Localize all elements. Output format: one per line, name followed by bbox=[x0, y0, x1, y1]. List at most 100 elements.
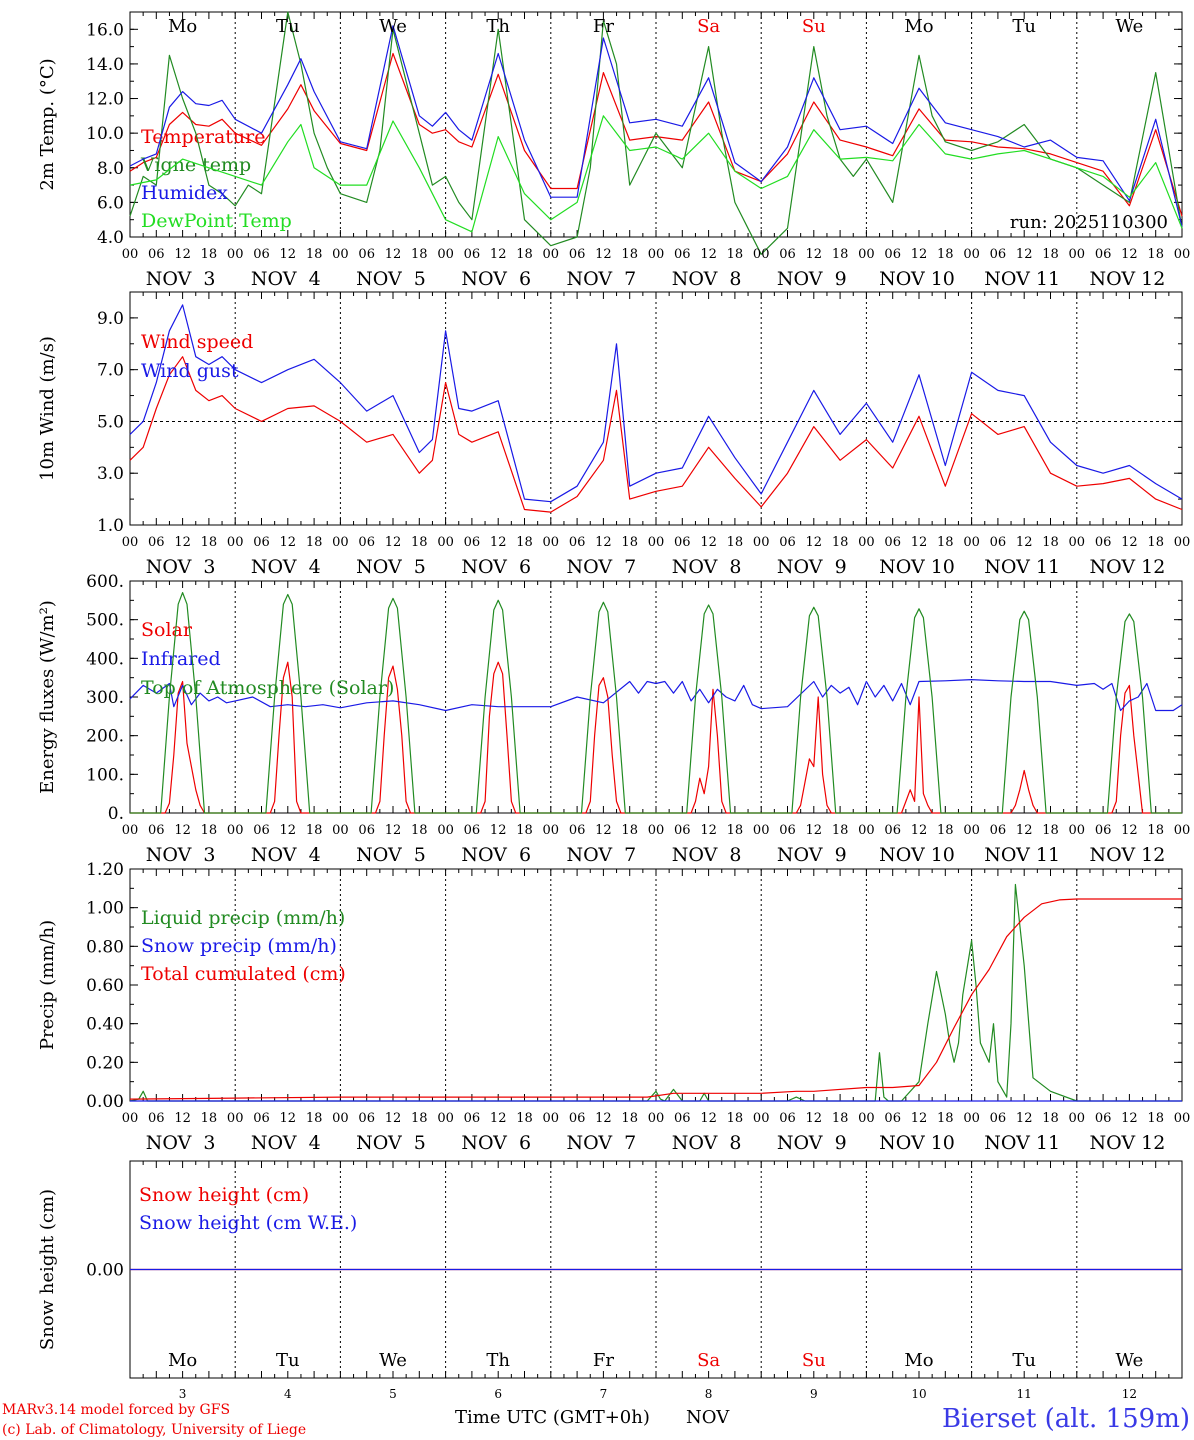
precip-y-tick-label: 0.80 bbox=[86, 937, 124, 957]
energy-hour-label: 00 bbox=[1174, 823, 1191, 838]
precip-hour-label: 00 bbox=[332, 1111, 349, 1126]
energy-hour-label: 12 bbox=[911, 823, 928, 838]
wind-hour-label: 06 bbox=[990, 535, 1007, 550]
temp-date-label: NOV 8 bbox=[672, 268, 742, 290]
precip-y-tick-label: 0.20 bbox=[86, 1053, 124, 1073]
energy-y-tick-label: 500. bbox=[86, 611, 124, 631]
temp-hour-label: 06 bbox=[884, 247, 901, 262]
energy-date-label: NOV 12 bbox=[1089, 844, 1165, 866]
energy-hour-label: 06 bbox=[464, 823, 481, 838]
precip-date-label: NOV 6 bbox=[461, 1132, 531, 1154]
precip-date-label: NOV 8 bbox=[672, 1132, 742, 1154]
temp-date-label: NOV 9 bbox=[777, 268, 847, 290]
precip-hour-label: 12 bbox=[806, 1111, 823, 1126]
wind-date-label: NOV 9 bbox=[777, 556, 847, 578]
wind-date-label: NOV 3 bbox=[146, 556, 216, 578]
energy-panel: 0. 100. 200. 300. 400. 500. 600. Energy fluxes … bbox=[37, 572, 1190, 866]
energy-y-tick-label: 600. bbox=[86, 572, 124, 592]
wind-date-label: NOV 11 bbox=[984, 556, 1060, 578]
wind-hour-label: 00 bbox=[332, 535, 349, 550]
precip-y-tick-label: 0.00 bbox=[86, 1092, 124, 1112]
temp-hour-label: 06 bbox=[1095, 247, 1112, 262]
wind-hour-label: 06 bbox=[569, 535, 586, 550]
wind-hour-label: 18 bbox=[621, 535, 638, 550]
precip-hour-label: 18 bbox=[621, 1111, 638, 1126]
energy-hour-label: 12 bbox=[1121, 823, 1138, 838]
temp-hour-label: 18 bbox=[727, 247, 744, 262]
energy-y-tick-label: 100. bbox=[86, 765, 124, 785]
temp-hour-label: 06 bbox=[779, 247, 796, 262]
energy-hour-label: 00 bbox=[963, 823, 980, 838]
temp-date-label: NOV 4 bbox=[251, 268, 321, 290]
temp-hour-label: 00 bbox=[543, 247, 560, 262]
precip-y-tick-label: 1.00 bbox=[86, 899, 124, 919]
temp-hour-label: 00 bbox=[437, 247, 454, 262]
temp-hour-label: 00 bbox=[753, 247, 770, 262]
energy-legend-entry: Top of Atmosphere (Solar) bbox=[141, 677, 394, 699]
wind-hour-label: 00 bbox=[122, 535, 139, 550]
footer-credit-text: (c) Lab. of Climatology, University of L… bbox=[2, 1422, 306, 1438]
precip-hour-label: 12 bbox=[700, 1111, 717, 1126]
energy-hour-label: 12 bbox=[700, 823, 717, 838]
energy-hour-label: 00 bbox=[122, 823, 139, 838]
energy-hour-label: 18 bbox=[516, 823, 533, 838]
day-number: 9 bbox=[810, 1387, 818, 1401]
temp-series-humidex bbox=[129, 25, 1183, 227]
day-name-top: Tu bbox=[1012, 16, 1036, 37]
temp-hour-label: 12 bbox=[280, 247, 297, 262]
precip-hour-label: 00 bbox=[227, 1111, 244, 1126]
temp-hour-label: 00 bbox=[858, 247, 875, 262]
wind-hour-label: 12 bbox=[385, 535, 402, 550]
energy-series-top-of-atmosphere-solar- bbox=[130, 591, 1182, 814]
wind-hour-label: 12 bbox=[700, 535, 717, 550]
day-name-top: Sa bbox=[697, 16, 720, 37]
energy-hour-label: 00 bbox=[753, 823, 770, 838]
wind-hour-label: 18 bbox=[201, 535, 218, 550]
temp-hour-label: 00 bbox=[1174, 247, 1191, 262]
wind-date-label: NOV 8 bbox=[672, 556, 742, 578]
run-label: run: 2025110300 bbox=[1010, 212, 1168, 233]
wind-y-axis-label: 10m Wind (m/s) bbox=[37, 336, 58, 481]
precip-legend-entry: Snow precip (mm/h) bbox=[141, 935, 337, 957]
precip-hour-label: 06 bbox=[358, 1111, 375, 1126]
snow-legend-entry: Snow height (cm) bbox=[139, 1184, 309, 1206]
temp-hour-label: 06 bbox=[148, 247, 165, 262]
wind-hour-label: 00 bbox=[963, 535, 980, 550]
temp-date-label: NOV 6 bbox=[461, 268, 531, 290]
temp-legend-entry: Temperature bbox=[141, 126, 265, 148]
precip-hour-label: 00 bbox=[1174, 1111, 1191, 1126]
precip-hour-label: 12 bbox=[280, 1111, 297, 1126]
temp-legend-entry: Humidex bbox=[141, 182, 228, 204]
day-number: 7 bbox=[600, 1387, 608, 1401]
station-label: Bierset (alt. 159m) bbox=[942, 1404, 1190, 1434]
temp-hour-label: 12 bbox=[700, 247, 717, 262]
wind-hour-label: 00 bbox=[227, 535, 244, 550]
energy-hour-label: 18 bbox=[937, 823, 954, 838]
wind-hour-label: 06 bbox=[358, 535, 375, 550]
temp-hour-label: 18 bbox=[516, 247, 533, 262]
precip-hour-label: 18 bbox=[1042, 1111, 1059, 1126]
wind-hour-label: 00 bbox=[858, 535, 875, 550]
temp-y-axis-label: 2m Temp. (°C) bbox=[37, 58, 58, 190]
energy-date-label: NOV 7 bbox=[567, 844, 637, 866]
wind-date-label: NOV 5 bbox=[356, 556, 426, 578]
wind-hour-label: 12 bbox=[595, 535, 612, 550]
precip-legend-entry: Liquid precip (mm/h) bbox=[141, 907, 345, 929]
energy-date-label: NOV 4 bbox=[251, 844, 321, 866]
energy-hour-label: 18 bbox=[411, 823, 428, 838]
energy-hour-label: 18 bbox=[306, 823, 323, 838]
temp-hour-label: 18 bbox=[201, 247, 218, 262]
wind-hour-label: 12 bbox=[490, 535, 507, 550]
precip-hour-label: 06 bbox=[779, 1111, 796, 1126]
day-name-bottom: We bbox=[1116, 1350, 1144, 1371]
precip-hour-label: 18 bbox=[937, 1111, 954, 1126]
wind-hour-label: 00 bbox=[543, 535, 560, 550]
day-number: 11 bbox=[1017, 1387, 1032, 1401]
temp-hour-label: 00 bbox=[332, 247, 349, 262]
wind-date-label: NOV 6 bbox=[461, 556, 531, 578]
precip-hour-label: 06 bbox=[990, 1111, 1007, 1126]
precip-hour-label: 00 bbox=[1069, 1111, 1086, 1126]
precip-hour-label: 06 bbox=[674, 1111, 691, 1126]
precip-date-label: NOV 7 bbox=[567, 1132, 637, 1154]
energy-series-infrared bbox=[129, 678, 1183, 712]
